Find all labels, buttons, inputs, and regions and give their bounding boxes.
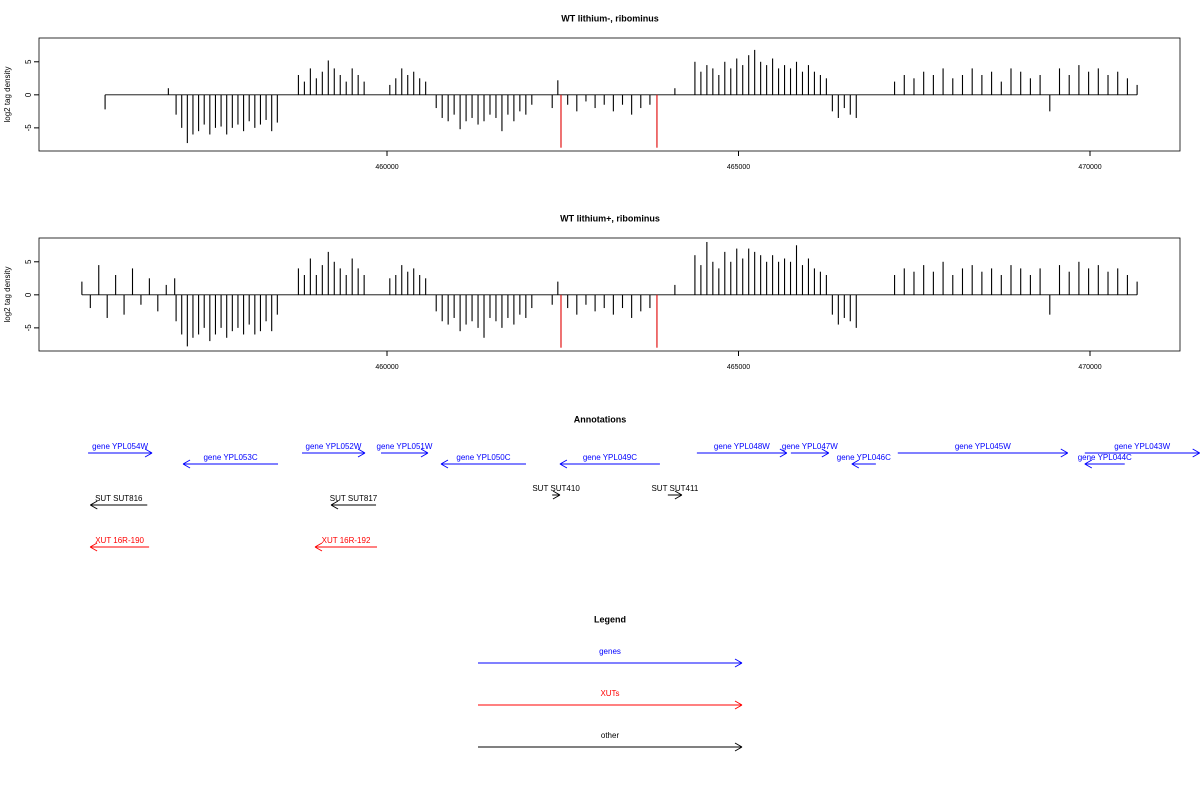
feature-label: gene YPL047W [782,442,838,451]
feature-label: XUT 16R-192 [322,536,371,545]
feature-arrow-head [357,452,366,458]
feature-arrow-head [1192,452,1200,458]
x-tick-label: 465000 [727,164,750,171]
feature-arrow-head [674,494,683,500]
feature-label: gene YPL049C [583,453,637,462]
x-tick-label: 465000 [727,364,750,371]
feature-arrow-head [314,542,323,548]
feature-label: gene YPL044C [1078,453,1132,462]
legend-label: other [601,731,620,740]
y-tick-label: -5 [24,324,33,332]
x-tick-label: 460000 [375,364,398,371]
feature-label: gene YPL054W [92,442,148,451]
feature-label: gene YPL046C [837,453,891,462]
y-tick-label: 5 [24,259,33,264]
feature-label: gene YPL048W [714,442,770,451]
feature-arrow-head [559,463,568,469]
feature-label: gene YPL051W [377,442,433,451]
feature-label: gene YPL053C [203,453,257,462]
y-tick-label: -5 [24,124,33,132]
legend-title: Legend [594,614,626,624]
feature-arrow-head [821,448,830,454]
legend-arrow-head [734,662,743,668]
feature-arrow-head [851,459,860,465]
feature-label: SUT SUT410 [532,484,580,493]
annotations-title: Annotations [574,414,627,424]
feature-arrow-head [559,459,568,465]
y-axis-label: log2 tag density [3,266,12,322]
y-tick-label: 5 [24,59,33,64]
feature-arrow-head [420,452,429,458]
feature-label: gene YPL052W [306,442,362,451]
feature-arrow-head [552,490,561,496]
feature-arrow-head [821,452,830,458]
plot-frame [38,237,1181,352]
feature-arrow-head [314,546,323,552]
y-tick-label: 0 [24,92,33,97]
feature-label: gene YPL043W [1114,442,1170,451]
y-tick-label: 0 [24,292,33,297]
feature-arrow-head [674,490,683,496]
legend-label: XUTs [600,689,619,698]
feature-label: SUT SUT817 [330,494,378,503]
feature-arrow-head [330,504,339,510]
feature-arrow-head [89,546,98,552]
feature-arrow-head [779,452,788,458]
feature-label: gene YPL050C [456,453,510,462]
legend-arrow-head [734,700,743,706]
feature-arrow-head [440,459,449,465]
feature-label: gene YPL045W [955,442,1011,451]
chart-title: WT lithium-, ribominus [561,13,659,23]
feature-arrow-head [1192,448,1200,454]
feature-label: SUT SUT816 [95,494,143,503]
feature-arrow-head [182,463,191,469]
legend-arrow-head [734,742,743,748]
legend-arrow-head [734,704,743,710]
feature-arrow-head [851,463,860,469]
feature-arrow-head [144,452,153,458]
feature-arrow-head [90,500,98,506]
feature-arrow-head [1084,459,1093,465]
feature-arrow-head [1060,452,1069,458]
feature-arrow-head [182,459,191,465]
legend-arrow-head [734,658,743,664]
feature-arrow-head [144,448,153,454]
feature-arrow-head [1084,463,1093,469]
x-tick-label: 470000 [1078,364,1101,371]
feature-arrow-head [330,500,339,506]
x-tick-label: 460000 [375,164,398,171]
plot-frame [38,37,1181,152]
legend-arrow-head [734,746,743,752]
feature-label: SUT SUT411 [651,484,698,493]
feature-arrow-head [357,448,366,454]
feature-arrow-head [1060,448,1069,454]
feature-label: XUT 16R-190 [95,536,144,545]
legend-label: genes [599,647,621,656]
feature-arrow-head [440,463,449,469]
y-axis-label: log2 tag density [3,66,12,122]
x-tick-label: 470000 [1078,164,1101,171]
feature-arrow-head [779,448,788,454]
chart-title: WT lithium+, ribominus [560,213,660,223]
feature-arrow-head [90,504,98,510]
feature-arrow-head [420,448,429,454]
feature-arrow-head [552,494,561,500]
feature-arrow-head [89,542,98,548]
